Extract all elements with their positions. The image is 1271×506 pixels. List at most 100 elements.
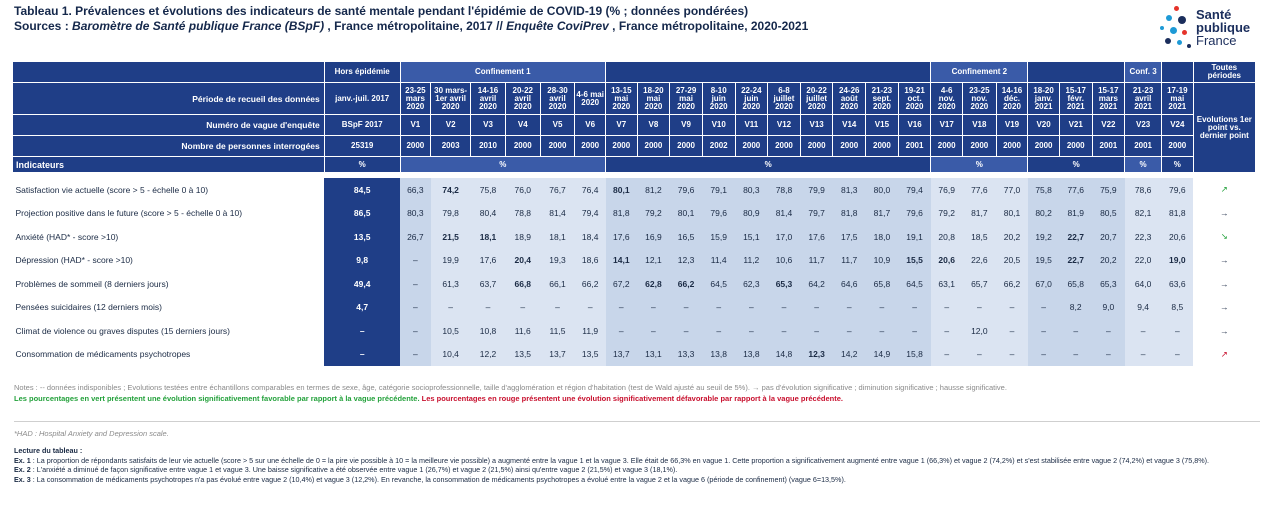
value-cell: 20,2	[1092, 248, 1125, 272]
example-2: Ex. 2 : L'anxiété a diminué de façon sig…	[14, 465, 678, 474]
value-cell: 12,0	[962, 319, 997, 343]
value-cell: 82,1	[1124, 201, 1162, 225]
value-cell: 9,4	[1124, 295, 1162, 319]
nb-header: 2000	[399, 135, 432, 157]
period-header: 28-30 avril 2020	[539, 82, 576, 115]
value-cell: 64,5	[702, 272, 736, 296]
hors-epidemie-header: Hors épidémie	[323, 61, 401, 83]
period-header: 19-21 oct. 2020	[897, 82, 932, 115]
value-cell: 14,9	[865, 342, 899, 366]
value-cell: 76,9	[930, 178, 963, 202]
vague-header: V2	[430, 114, 472, 136]
pct-header: %	[604, 156, 932, 173]
value-cell: 11,2	[735, 248, 768, 272]
nb-header: 2000	[504, 135, 541, 157]
value-cell: 63,1	[930, 272, 963, 296]
between-conf-header	[604, 61, 932, 83]
evolution-arrow-icon: ↗	[1193, 342, 1256, 366]
period-header: 20-22 juillet 2020	[799, 82, 834, 115]
value-cell: 76,7	[540, 178, 575, 202]
vague-header: V16	[897, 114, 932, 136]
hors-epidemie-value: 13,5	[324, 225, 401, 249]
logo-line-2: publique	[1196, 20, 1251, 35]
value-cell: 18,0	[865, 225, 899, 249]
vague-header: V22	[1091, 114, 1126, 136]
value-cell: 20,2	[996, 225, 1028, 249]
nb-header: 2000	[734, 135, 769, 157]
value-cell: 77,6	[962, 178, 997, 202]
row-label-periode: Période de recueil des données	[12, 82, 325, 115]
value-cell: 10,6	[767, 248, 801, 272]
value-cell: 20,4	[505, 248, 541, 272]
value-cell: 79,4	[574, 201, 606, 225]
value-cell: 15,9	[702, 225, 736, 249]
header-spacer	[12, 61, 325, 83]
value-cell: 12,3	[669, 248, 703, 272]
value-cell: 13,5	[574, 342, 606, 366]
notes-line: Notes : -- données indisponibles ; Evolu…	[14, 383, 1007, 392]
nb-header: 2000	[995, 135, 1029, 157]
notes-colors: Les pourcentages en vert présentent une …	[14, 393, 1254, 404]
nb-header: 2000	[1161, 135, 1194, 157]
example-3: Ex. 3 : La consommation de médicaments p…	[14, 474, 846, 484]
value-cell: 65,7	[962, 272, 997, 296]
value-cell: –	[637, 319, 670, 343]
indicators-table: Hors épidémie Confinement 1 Confinement 2 C…	[12, 61, 1257, 366]
lecture-du-tableau: Lecture du tableau : Ex. 1 : La proporti…	[14, 446, 1254, 484]
sources-coviprev: Enquête CoviPrev	[506, 19, 609, 33]
vague-header: V4	[504, 114, 541, 136]
pct-header: %	[1161, 156, 1194, 173]
period-header: 27-29 mai 2020	[669, 82, 703, 115]
period-header: 15-17 févr. 2021	[1058, 82, 1093, 115]
table-row: Climat de violence ou graves disputes (1…	[13, 319, 1256, 343]
period-header: 21-23 sept. 2020	[865, 82, 899, 115]
nb-header: 2000	[539, 135, 576, 157]
value-cell: –	[605, 295, 638, 319]
value-cell: 17,6	[470, 248, 506, 272]
value-cell: 18,1	[540, 225, 575, 249]
value-cell: 65,8	[1059, 272, 1093, 296]
confinement-3-header: Conf. 3	[1124, 61, 1163, 83]
nb-header: 2000	[865, 135, 899, 157]
evolution-arrow-icon: →	[1193, 272, 1256, 296]
period-header: 18-20 janv. 2021	[1027, 82, 1060, 115]
indicator-label: Climat de violence ou graves disputes (1…	[15, 325, 231, 336]
value-cell: 75,8	[470, 178, 506, 202]
value-cell: 16,5	[669, 225, 703, 249]
nb-header: 2002	[701, 135, 736, 157]
value-cell: 8,2	[1059, 295, 1093, 319]
indicator-label: Anxiété (HAD* - score >10)	[15, 231, 119, 242]
period-header: 4-6 mai 2020	[574, 82, 606, 115]
value-cell: –	[400, 295, 431, 319]
row-label-vague: Numéro de vague d'enquête	[12, 114, 325, 136]
value-cell: 17,6	[800, 225, 833, 249]
vague-header: V24	[1161, 114, 1194, 136]
nb-header: 25319	[323, 135, 401, 157]
evolution-arrow-icon: →	[1193, 248, 1256, 272]
table-row: Consommation de médicaments psychotropes…	[13, 342, 1256, 366]
nb-header: 2000	[1027, 135, 1060, 157]
value-cell: 13,7	[540, 342, 575, 366]
value-cell: 80,3	[735, 178, 768, 202]
indicateurs-header: Indicateurs	[12, 156, 325, 173]
period-header: 24-26 août 2020	[832, 82, 867, 115]
vague-header: V21	[1058, 114, 1093, 136]
period-header: 21-23 avril 2021	[1124, 82, 1163, 115]
sante-publique-france-logo: Santé publique France	[1160, 6, 1265, 54]
value-cell: 79,2	[637, 201, 670, 225]
value-cell: 19,1	[898, 225, 931, 249]
vague-header: V10	[701, 114, 736, 136]
sources-mid: , France métropolitaine, 2017 //	[324, 19, 507, 33]
period-header: 15-17 mars 2021	[1091, 82, 1126, 115]
value-cell: 81,7	[865, 201, 899, 225]
value-cell: –	[702, 295, 736, 319]
vague-header: V14	[832, 114, 867, 136]
period-header: 8-10 juin 2020	[701, 82, 736, 115]
value-cell: 80,4	[470, 201, 506, 225]
value-cell: 20,6	[1161, 225, 1194, 249]
vague-header: V9	[669, 114, 703, 136]
sources-end: , France métropolitaine, 2020-2021	[608, 19, 809, 33]
note-red: Les pourcentages en rouge présentent une…	[421, 394, 843, 403]
value-cell: 80,9	[735, 201, 768, 225]
value-cell: –	[800, 319, 833, 343]
